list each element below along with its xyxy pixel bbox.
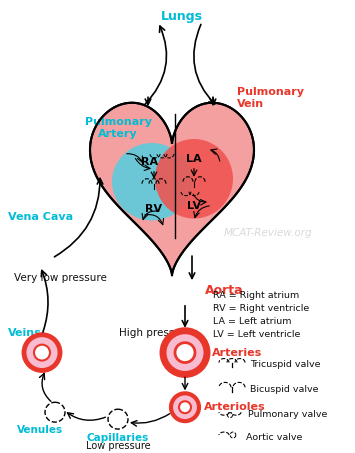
Text: Tricuspid valve: Tricuspid valve <box>250 360 321 369</box>
Polygon shape <box>90 103 254 275</box>
Text: LV: LV <box>187 201 201 211</box>
Text: Arterioles: Arterioles <box>204 402 266 412</box>
Text: Very low pressure: Very low pressure <box>13 273 106 283</box>
Circle shape <box>171 393 199 421</box>
Text: RA: RA <box>141 157 159 167</box>
Text: RA = Right atrium: RA = Right atrium <box>213 291 299 300</box>
Text: Capillaries: Capillaries <box>87 433 149 443</box>
Text: Pulmonary valve: Pulmonary valve <box>248 410 327 419</box>
Text: Arteries: Arteries <box>212 347 262 357</box>
Text: Bicuspid valve: Bicuspid valve <box>250 385 318 394</box>
Text: RV: RV <box>146 203 163 213</box>
Text: Veins: Veins <box>8 328 42 338</box>
Text: Lungs: Lungs <box>161 10 203 23</box>
Circle shape <box>179 401 191 413</box>
Text: LV = Left ventricle: LV = Left ventricle <box>213 330 300 339</box>
Circle shape <box>163 331 207 375</box>
Circle shape <box>34 345 50 361</box>
Circle shape <box>45 402 65 422</box>
Text: MCAT-Review.org: MCAT-Review.org <box>224 228 312 238</box>
Text: Low pressure: Low pressure <box>86 441 150 451</box>
Text: RV = Right ventricle: RV = Right ventricle <box>213 304 309 313</box>
Text: High pressure: High pressure <box>119 328 191 338</box>
Ellipse shape <box>155 139 233 218</box>
Text: Aortic valve: Aortic valve <box>246 433 302 442</box>
Circle shape <box>175 342 195 362</box>
Text: Aorta: Aorta <box>205 284 244 297</box>
Text: LA: LA <box>186 154 202 164</box>
Text: LA = Left atrium: LA = Left atrium <box>213 317 291 326</box>
Text: Pulmonary
Artery: Pulmonary Artery <box>84 117 152 139</box>
Circle shape <box>108 409 128 429</box>
Text: Pulmonary
Vein: Pulmonary Vein <box>237 87 304 109</box>
Text: Vena Cava: Vena Cava <box>8 212 73 222</box>
Circle shape <box>24 335 60 371</box>
Text: Venules: Venules <box>17 425 63 435</box>
Ellipse shape <box>112 143 192 221</box>
